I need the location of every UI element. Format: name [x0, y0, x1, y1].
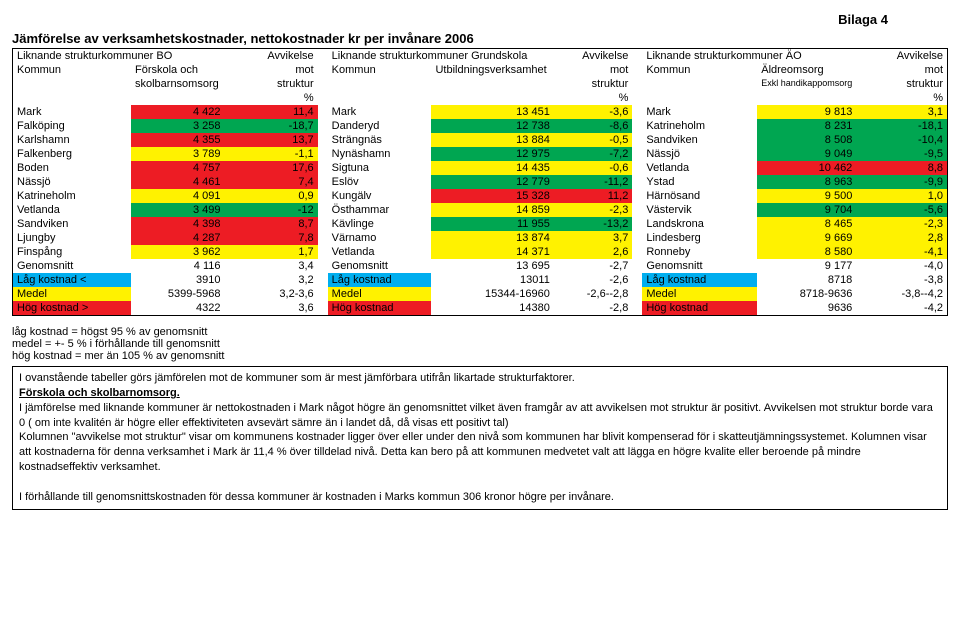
table-row: Ljungby4 2877,8 — [13, 231, 318, 245]
summary-row: Låg kostnad <39103,2 — [13, 273, 318, 287]
table-row: Genomsnitt4 1163,4 — [13, 259, 318, 273]
table-row: Mark4 42211,4 — [13, 105, 318, 119]
summary-row: Låg kostnad13011-2,6 — [328, 273, 633, 287]
table-row: Falkenberg3 789-1,1 — [13, 147, 318, 161]
comparison-table: Liknande strukturkommuner BOAvvikelseKom… — [13, 49, 318, 315]
table-row: Kungälv15 32811,2 — [328, 189, 633, 203]
table-row: Karlshamn4 35513,7 — [13, 133, 318, 147]
comparison-table: Liknande strukturkommuner ÄOAvvikelseKom… — [642, 49, 947, 315]
table-row: Strängnäs13 884-0,5 — [328, 133, 633, 147]
table-row: Landskrona8 465-2,3 — [642, 217, 947, 231]
table-row: Mark13 451-3,6 — [328, 105, 633, 119]
summary-row: Hög kostnad14380-2,8 — [328, 301, 633, 315]
note-line: medel = +- 5 % i förhållande till genoms… — [12, 338, 948, 350]
info-box: I ovanstående tabeller görs jämförelen m… — [12, 366, 948, 510]
info-paragraph: Kolumnen "avvikelse mot struktur" visar … — [19, 430, 941, 475]
table-row: Östhammar14 859-2,3 — [328, 203, 633, 217]
summary-row: Medel15344-16960-2,6--2,8 — [328, 287, 633, 301]
table-row: Vetlanda10 4628,8 — [642, 161, 947, 175]
info-paragraph: I förhållande till genomsnittskostnaden … — [19, 490, 941, 505]
summary-row: Medel8718-9636-3,8--4,2 — [642, 287, 947, 301]
table-row: Eslöv12 779-11,2 — [328, 175, 633, 189]
page-title: Jämförelse av verksamhetskostnader, nett… — [12, 31, 948, 46]
note-line: låg kostnad = högst 95 % av genomsnitt — [12, 326, 948, 338]
table-row: Genomsnitt13 695-2,7 — [328, 259, 633, 273]
table-row: Sigtuna14 435-0,6 — [328, 161, 633, 175]
info-subheading: Förskola och skolbarnomsorg. — [19, 386, 941, 401]
table-row: Lindesberg9 6692,8 — [642, 231, 947, 245]
table-row: Västervik9 704-5,6 — [642, 203, 947, 217]
table-row: Härnösand9 5001,0 — [642, 189, 947, 203]
table-row: Nynäshamn12 975-7,2 — [328, 147, 633, 161]
info-paragraph: I ovanstående tabeller görs jämförelen m… — [19, 371, 941, 386]
table-row: Värnamo13 8743,7 — [328, 231, 633, 245]
legend-notes: låg kostnad = högst 95 % av genomsnitt m… — [12, 326, 948, 362]
table-row: Sandviken8 508-10,4 — [642, 133, 947, 147]
tables-container: Liknande strukturkommuner BOAvvikelseKom… — [12, 48, 948, 316]
table-row: Finspång3 9621,7 — [13, 245, 318, 259]
table-row: Sandviken4 3988,7 — [13, 217, 318, 231]
table-row: Genomsnitt9 177-4,0 — [642, 259, 947, 273]
table-row: Katrineholm8 231-18,1 — [642, 119, 947, 133]
table-row: Ystad8 963-9,9 — [642, 175, 947, 189]
table-row: Ronneby8 580-4,1 — [642, 245, 947, 259]
summary-row: Medel5399-59683,2-3,6 — [13, 287, 318, 301]
info-paragraph: I jämförelse med liknande kommuner är ne… — [19, 401, 941, 431]
table-row: Boden4 75717,6 — [13, 161, 318, 175]
attachment-label: Bilaga 4 — [12, 12, 948, 27]
table-row: Kävlinge11 955-13,2 — [328, 217, 633, 231]
table-row: Vetlanda14 3712,6 — [328, 245, 633, 259]
table-row: Mark9 8133,1 — [642, 105, 947, 119]
comparison-table: Liknande strukturkommuner GrundskolaAvvi… — [328, 49, 633, 315]
note-line: hög kostnad = mer än 105 % av genomsnitt — [12, 350, 948, 362]
table-row: Falköping3 258-18,7 — [13, 119, 318, 133]
table-row: Vetlanda3 499-12 — [13, 203, 318, 217]
table-row: Nässjö9 049-9,5 — [642, 147, 947, 161]
table-row: Nässjö4 4617,4 — [13, 175, 318, 189]
table-row: Danderyd12 738-8,6 — [328, 119, 633, 133]
summary-row: Hög kostnad9636-4,2 — [642, 301, 947, 315]
summary-row: Låg kostnad8718-3,8 — [642, 273, 947, 287]
table-row: Katrineholm4 0910,9 — [13, 189, 318, 203]
summary-row: Hög kostnad >43223,6 — [13, 301, 318, 315]
